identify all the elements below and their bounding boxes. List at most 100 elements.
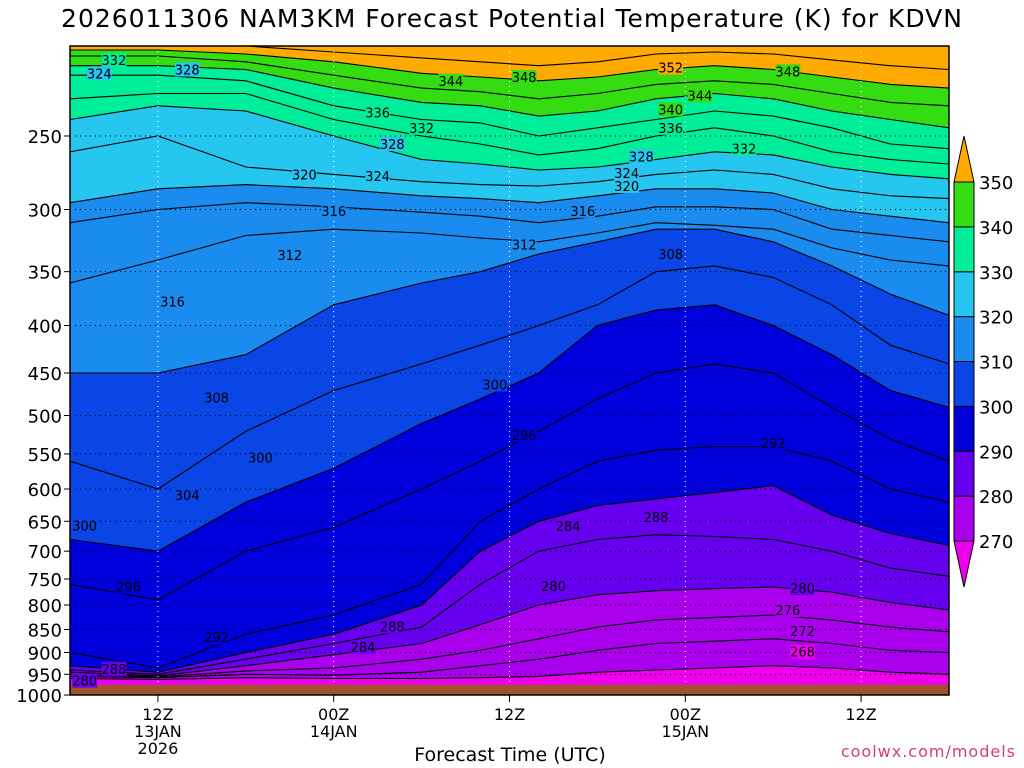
y-tick-label: 950 [28,665,62,686]
contour-label-text: 292 [204,631,229,646]
contour-label: 344 [438,73,463,90]
contour-label-text: 304 [175,489,200,504]
contour-label-bg [775,603,801,618]
isentrope-340 [70,65,949,129]
contour-label-bg [409,120,434,135]
isentrope-316 [70,202,949,243]
contour-label-bg [365,105,391,120]
contour-label-bg [321,203,347,218]
isentrope-288 [70,485,949,673]
contour-label-text: 316 [570,205,595,220]
contour-label-bg [687,88,713,103]
contour-label-text: 332 [102,54,127,69]
contour-label-bg [379,619,405,634]
contour-label: 292 [204,629,229,646]
isentrope-336 [70,74,949,150]
contour-label: 300 [72,518,97,535]
colorbar-label: 280 [979,487,1013,508]
y-tick-label: 350 [28,263,62,284]
x-tick-label: 12Z [142,705,173,724]
contour-label-text: 336 [365,107,390,122]
colorbar-segment-280 [953,450,975,497]
contour-label: 324 [365,168,390,185]
contour-label-bg [86,66,112,81]
contour-label-bg [174,62,200,77]
contour-label-text: 284 [556,520,581,535]
contour-label: 284 [351,640,376,656]
contour-label: 300 [482,377,507,393]
contour-label: 304 [175,488,200,504]
contour-label: 328 [380,136,405,153]
y-tick-label: 850 [28,620,62,641]
site-credit: coolwx.com/models [840,742,1016,761]
contour-label-text: 284 [351,641,376,656]
y-tick-label: 750 [28,570,62,591]
y-tick-label: 700 [28,542,62,563]
contour-label-text: 288 [102,663,127,678]
colorbar-segment-310 [953,316,975,362]
contour-label: 320 [614,178,639,195]
contour-label: 308 [658,246,684,263]
contour-label-bg [790,644,815,659]
colorbar-label: 340 [979,218,1013,239]
contour-label: 348 [775,64,800,80]
contour-label: 352 [658,60,683,77]
y-tick-label: 400 [28,317,62,338]
contour-label-bg [248,450,273,465]
colorbar-segment-340 [953,181,975,228]
contour-label: 332 [102,52,127,69]
contour-label-text: 272 [790,625,815,640]
y-tick-label: 450 [28,364,62,385]
isentrope-300 [70,304,949,552]
isentrope-268 [70,665,949,680]
contour-label: 316 [321,203,347,220]
contour-label-text: 332 [731,143,756,158]
contour-label-bg [658,246,684,261]
contour-label-text: 288 [380,621,405,636]
contour-label-text: 348 [775,65,800,80]
x-tick-label: 12Z [845,705,876,724]
contour-label: 316 [570,203,596,220]
contour-label-bg [643,509,669,524]
contour-label-bg [790,581,815,596]
contour-label: 340 [658,102,683,118]
isentrope-332 [70,92,949,165]
x-axis-label: Forecast Time (UTC) [414,744,606,766]
colorbar-segment-290 [953,405,975,452]
contour-label-text: 316 [160,296,185,311]
contour-label-text: 292 [761,437,786,452]
contour-label-text: 300 [248,452,273,467]
colorbar: 270 280 290 300 310 320 330 340 350 [953,135,1013,588]
contour-label: 280 [790,581,815,597]
y-tick-label: 500 [28,406,62,427]
colorbar-segment-320 [953,271,975,318]
x-tick-label: 14JAN [310,722,358,741]
contour-label: 312 [512,237,537,253]
contour-label-text: 296 [116,580,141,595]
isentrope-312 [70,222,949,284]
contour-label-bg [511,237,537,252]
contour-label-bg [292,167,317,182]
isentrope-324 [70,135,949,200]
colorbar-segment-330 [953,226,975,273]
contour-label-text: 296 [512,429,537,444]
contour-label-text: 316 [321,205,346,220]
contour-label: 268 [790,644,815,661]
contour-label-text: 312 [512,238,537,253]
colorbar-label: 350 [979,173,1013,194]
x-tick-label: 13JAN [134,722,182,741]
contour-label-bg [72,673,98,688]
contour-label-text: 300 [72,520,97,535]
isentrope-320 [70,184,949,224]
contour-label-text: 328 [175,63,200,78]
colorbar-label: 310 [979,353,1013,374]
contour-label-bg [570,203,596,218]
contour-label-text: 320 [614,180,639,195]
contour-label: 280 [72,673,98,690]
contour-label-text: 280 [541,580,566,595]
x-tick-label: 15JAN [661,722,709,741]
isentrope-276 [70,614,949,678]
y-tick-label: 600 [28,480,62,501]
contour-label: 316 [160,294,185,311]
